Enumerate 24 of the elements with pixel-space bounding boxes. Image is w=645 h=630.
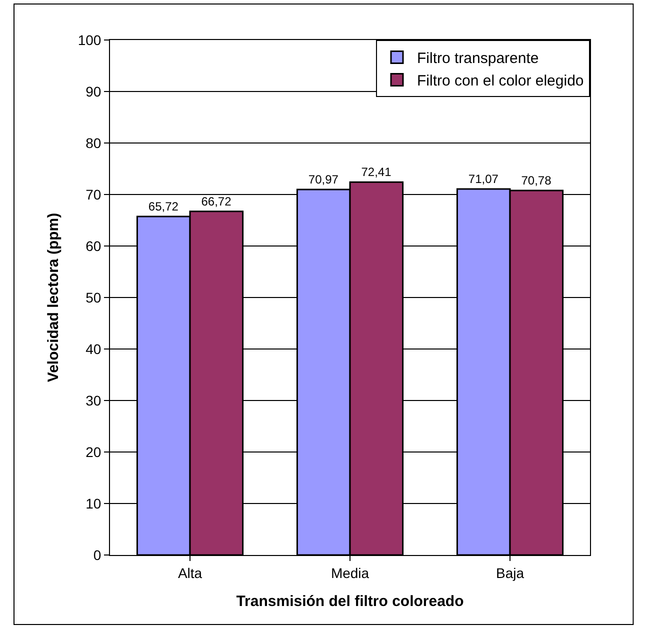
y-tick-label: 50 (86, 289, 102, 306)
y-tick-label: 80 (86, 134, 102, 151)
x-tick-label: Alta (178, 564, 202, 581)
legend-label: Filtro con el color elegido (417, 72, 584, 90)
x-axis-title: Transmisión del filtro coloreado (236, 592, 464, 610)
data-label: 70,78 (521, 173, 552, 188)
data-label: 66,72 (201, 194, 232, 208)
y-tick-label: 0 (93, 546, 102, 563)
y-tick-label: 40 (86, 340, 102, 357)
y-tick-label: 70 (86, 186, 102, 202)
x-tick-label: Baja (496, 564, 524, 581)
y-tick-label: 10 (86, 495, 102, 512)
y-tick-label: 100 (78, 32, 102, 48)
data-label: 70,97 (308, 172, 339, 186)
legend-label: Filtro transparente (417, 50, 539, 68)
y-axis-title: Velocidad lectora (ppm) (45, 212, 62, 382)
y-tick-label: 30 (86, 392, 102, 408)
data-label: 65,72 (148, 200, 179, 214)
y-tick-label: 20 (86, 444, 102, 460)
y-tick-label: 60 (86, 238, 102, 254)
data-label: 71,07 (468, 172, 499, 186)
x-tick-label: Media (330, 564, 370, 581)
y-tick-label: 90 (86, 83, 102, 100)
data-label: 72,41 (361, 165, 392, 180)
